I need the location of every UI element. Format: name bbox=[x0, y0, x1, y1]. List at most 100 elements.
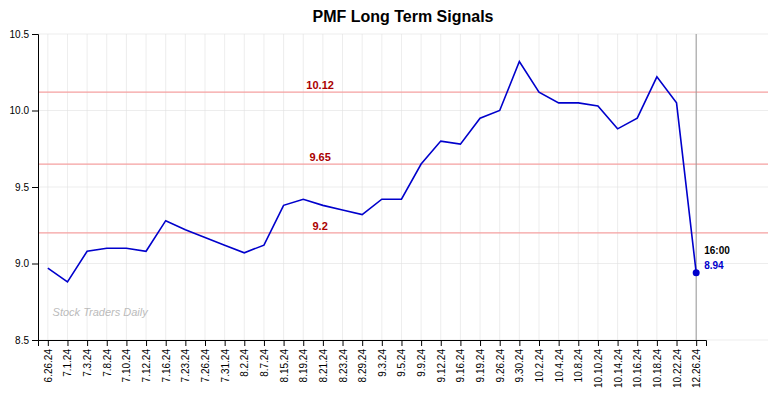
grid-line bbox=[696, 34, 697, 340]
grid-line bbox=[224, 34, 225, 340]
tick: 7.12.24 bbox=[141, 340, 152, 382]
tick-mark bbox=[32, 187, 38, 188]
tick-label: 7.16.24 bbox=[161, 349, 172, 383]
grid-line bbox=[342, 34, 343, 340]
tick-label: 9.5.24 bbox=[396, 349, 407, 377]
axis-line bbox=[32, 35, 39, 341]
tick-label: 12.26.24 bbox=[691, 349, 702, 388]
tick: 8.19.24 bbox=[298, 340, 309, 382]
tick: 8.23.24 bbox=[338, 340, 349, 382]
tick-label: 8.15.24 bbox=[279, 349, 290, 383]
tick-mark bbox=[598, 340, 599, 346]
tick-label: 9.12.24 bbox=[436, 349, 447, 383]
title: PMF Long Term Signals bbox=[312, 8, 493, 25]
reference-line bbox=[38, 92, 768, 93]
grid-line bbox=[146, 34, 147, 340]
tick: 9.16.24 bbox=[455, 340, 466, 382]
tick: 8.5 bbox=[15, 335, 38, 346]
tick-mark bbox=[362, 340, 363, 346]
tick-mark bbox=[539, 340, 540, 346]
grid-line bbox=[656, 34, 657, 340]
tick-mark bbox=[657, 340, 658, 346]
tick: 10.18.24 bbox=[652, 340, 663, 388]
tick: 7.23.24 bbox=[180, 340, 191, 382]
tick: 7.31.24 bbox=[220, 340, 231, 382]
tick-label: 8.23.24 bbox=[338, 349, 349, 383]
tick: 9.0 bbox=[15, 258, 38, 269]
grid-line bbox=[460, 34, 461, 340]
tick-mark bbox=[519, 340, 520, 346]
tick-mark bbox=[500, 340, 501, 346]
tick-mark bbox=[441, 340, 442, 346]
grid-line bbox=[440, 34, 441, 340]
tick-mark bbox=[677, 340, 678, 346]
tick-mark bbox=[637, 340, 638, 346]
last-point-line bbox=[696, 34, 697, 340]
tick-label: 7.23.24 bbox=[180, 349, 191, 383]
grid-line bbox=[578, 34, 579, 340]
tick-mark bbox=[166, 340, 167, 346]
tick-mark bbox=[303, 340, 304, 346]
tick: 8.2.24 bbox=[239, 340, 250, 377]
tick-mark bbox=[244, 340, 245, 346]
tick-mark bbox=[343, 340, 344, 346]
tick: 8.29.24 bbox=[357, 340, 368, 382]
tick-mark bbox=[32, 34, 38, 35]
grid-line bbox=[480, 34, 481, 340]
chart: Stock Traders Daily10.129.659.216:008.94… bbox=[0, 0, 784, 398]
tick: 9.26.24 bbox=[495, 340, 506, 382]
grid-line bbox=[205, 34, 206, 340]
tick-mark bbox=[32, 264, 38, 265]
reference-line bbox=[38, 232, 768, 233]
tick-label: 9.16.24 bbox=[455, 349, 466, 383]
tick-label: 8.7.24 bbox=[259, 349, 270, 377]
tick-label: 7.10.24 bbox=[121, 349, 132, 383]
tick-label: 9.30.24 bbox=[514, 349, 525, 383]
grid-line bbox=[558, 34, 559, 340]
tick: 7.26.24 bbox=[200, 340, 211, 382]
tick: 7.16.24 bbox=[161, 340, 172, 382]
tick-label: 7.31.24 bbox=[220, 349, 231, 383]
tick-label: 7.12.24 bbox=[141, 349, 152, 383]
tick-label: 7.1.24 bbox=[62, 349, 73, 377]
tick: 10.14.24 bbox=[613, 340, 624, 388]
tick-label: 8.21.24 bbox=[318, 349, 329, 383]
tick-mark bbox=[559, 340, 560, 346]
tick-mark bbox=[67, 340, 68, 346]
grid-line bbox=[126, 34, 127, 340]
annotation: 8.94 bbox=[704, 260, 724, 271]
tick-mark bbox=[323, 340, 324, 346]
tick-label: 7.3.24 bbox=[82, 349, 93, 377]
tick: 8.15.24 bbox=[279, 340, 290, 382]
grid-line bbox=[421, 34, 422, 340]
tick: 8.7.24 bbox=[259, 340, 270, 377]
tick-label: 8.29.24 bbox=[357, 349, 368, 383]
grid-line bbox=[38, 110, 768, 111]
tick-mark bbox=[480, 340, 481, 346]
reference-line bbox=[38, 163, 768, 164]
tick-label: 9.19.24 bbox=[475, 349, 486, 383]
tick: 10.0 bbox=[10, 105, 38, 116]
grid-line bbox=[185, 34, 186, 340]
reference-label: 9.65 bbox=[309, 151, 330, 163]
tick-label: 10.14.24 bbox=[613, 349, 624, 388]
marks bbox=[38, 34, 768, 340]
tick-mark bbox=[696, 340, 697, 346]
tick-label: 10.2.24 bbox=[534, 349, 545, 383]
tick-mark bbox=[32, 111, 38, 112]
tick: 7.1.24 bbox=[62, 340, 73, 377]
tick-mark bbox=[185, 340, 186, 346]
tick-label: 10.10.24 bbox=[593, 349, 604, 388]
tick: 10.10.24 bbox=[593, 340, 604, 388]
tick: 7.10.24 bbox=[121, 340, 132, 382]
tick-mark bbox=[48, 340, 49, 346]
tick-label: 7.26.24 bbox=[200, 349, 211, 383]
grid-line bbox=[362, 34, 363, 340]
grid-line bbox=[303, 34, 304, 340]
grid-line bbox=[67, 34, 68, 340]
tick-label: 10.16.24 bbox=[632, 349, 643, 388]
grid-line bbox=[617, 34, 618, 340]
tick-mark bbox=[146, 340, 147, 346]
tick-mark bbox=[32, 340, 38, 341]
tick: 10.22.24 bbox=[672, 340, 683, 388]
